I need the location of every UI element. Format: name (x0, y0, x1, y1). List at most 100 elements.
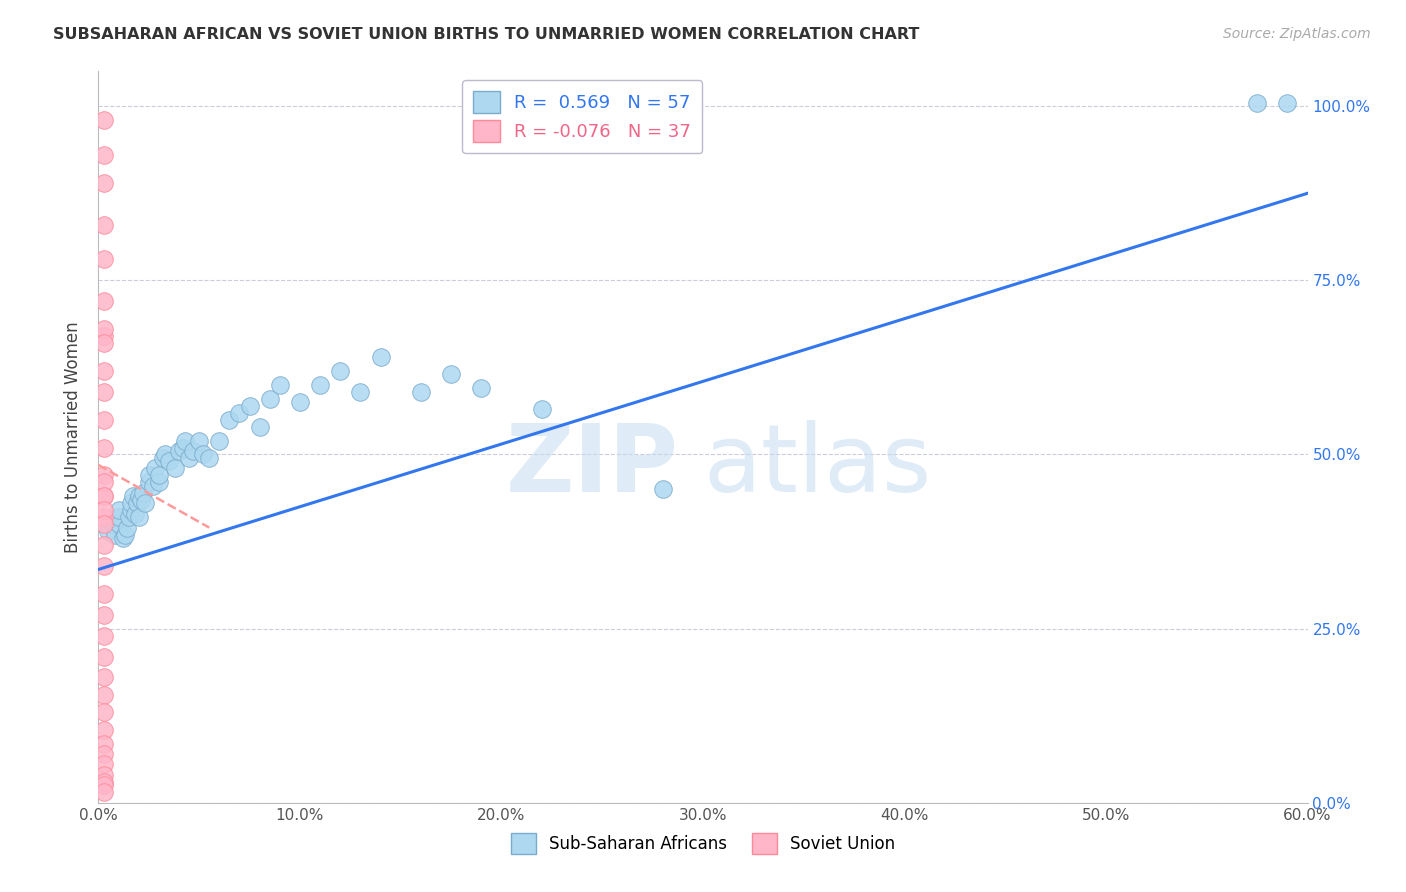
Point (530, 402, 553, 417)
Point (269, 377, 291, 392)
Point (93, 517, 115, 532)
Point (172, 441, 194, 455)
Point (93, 113, 115, 128)
Point (93, 538, 115, 552)
Point (93, 329, 115, 343)
Text: ZIP: ZIP (506, 420, 679, 512)
Point (153, 448, 176, 462)
Point (118, 510, 141, 524)
Point (93, 629, 115, 643)
Point (93, 412, 115, 426)
Point (93, 768, 115, 782)
Point (93, 252, 115, 267)
Point (167, 444, 190, 458)
Point (329, 364, 352, 378)
Point (93, 176, 115, 190)
Point (93, 475, 115, 490)
Point (93, 757, 115, 772)
Point (157, 454, 180, 468)
Point (138, 475, 160, 490)
Point (125, 496, 148, 510)
Point (148, 475, 170, 490)
Point (370, 350, 392, 364)
Point (181, 444, 204, 458)
Point (93, 785, 115, 799)
Point (121, 489, 143, 503)
Point (124, 507, 146, 521)
Point (188, 434, 211, 448)
Point (93, 336, 115, 351)
Point (120, 503, 142, 517)
Point (148, 468, 170, 483)
Point (93, 607, 115, 622)
Point (97, 524, 120, 538)
Text: Source: ZipAtlas.com: Source: ZipAtlas.com (1223, 27, 1371, 41)
Point (93, 705, 115, 719)
Point (1277, 95, 1299, 110)
Point (93, 688, 115, 702)
Point (138, 468, 160, 483)
Point (309, 377, 332, 392)
Point (174, 434, 197, 448)
Point (101, 517, 124, 532)
Point (93, 510, 115, 524)
Point (120, 496, 142, 510)
Legend: Sub-Saharan Africans, Soviet Union: Sub-Saharan Africans, Soviet Union (503, 827, 903, 860)
Point (132, 485, 155, 500)
Point (93, 489, 115, 503)
Point (103, 527, 125, 541)
Point (93, 489, 115, 503)
Point (143, 461, 166, 475)
Point (93, 218, 115, 232)
Point (128, 489, 150, 503)
Point (93, 747, 115, 761)
Point (93, 737, 115, 751)
Point (1246, 95, 1268, 110)
Point (93, 468, 115, 483)
Point (198, 450, 221, 465)
Point (93, 778, 115, 792)
Point (179, 450, 201, 465)
Point (107, 510, 129, 524)
Point (228, 406, 250, 420)
Point (93, 587, 115, 601)
Point (93, 294, 115, 309)
Y-axis label: Births to Unmarried Women: Births to Unmarried Women (65, 321, 83, 553)
Point (93, 723, 115, 737)
Point (93, 558, 115, 573)
Point (134, 496, 156, 510)
Point (218, 412, 240, 426)
Point (129, 492, 152, 507)
Point (349, 384, 371, 399)
Point (470, 381, 492, 395)
Point (93, 649, 115, 664)
Point (93, 322, 115, 336)
Point (440, 368, 463, 382)
Point (288, 395, 311, 409)
Point (107, 503, 129, 517)
Point (239, 399, 262, 413)
Point (128, 510, 150, 524)
Point (93, 775, 115, 789)
Text: SUBSAHARAN AFRICAN VS SOVIET UNION BIRTHS TO UNMARRIED WOMEN CORRELATION CHART: SUBSAHARAN AFRICAN VS SOVIET UNION BIRTH… (53, 27, 920, 42)
Point (111, 531, 134, 545)
Point (152, 450, 174, 465)
Text: atlas: atlas (703, 420, 931, 512)
Point (259, 392, 281, 406)
Point (409, 384, 432, 399)
Point (93, 148, 115, 162)
Point (249, 419, 271, 434)
Point (208, 434, 231, 448)
Point (93, 384, 115, 399)
Point (114, 527, 136, 541)
Point (107, 517, 129, 532)
Point (142, 479, 165, 493)
Point (193, 448, 215, 462)
Point (93, 441, 115, 455)
Point (651, 483, 673, 497)
Point (93, 670, 115, 684)
Point (93, 503, 115, 517)
Point (163, 461, 186, 475)
Point (115, 521, 138, 535)
Point (93, 364, 115, 378)
